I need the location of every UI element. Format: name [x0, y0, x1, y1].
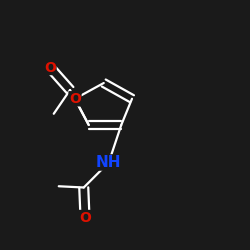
Text: NH: NH: [96, 155, 122, 170]
Text: O: O: [44, 60, 56, 74]
Text: O: O: [79, 210, 91, 224]
Text: O: O: [69, 92, 81, 106]
